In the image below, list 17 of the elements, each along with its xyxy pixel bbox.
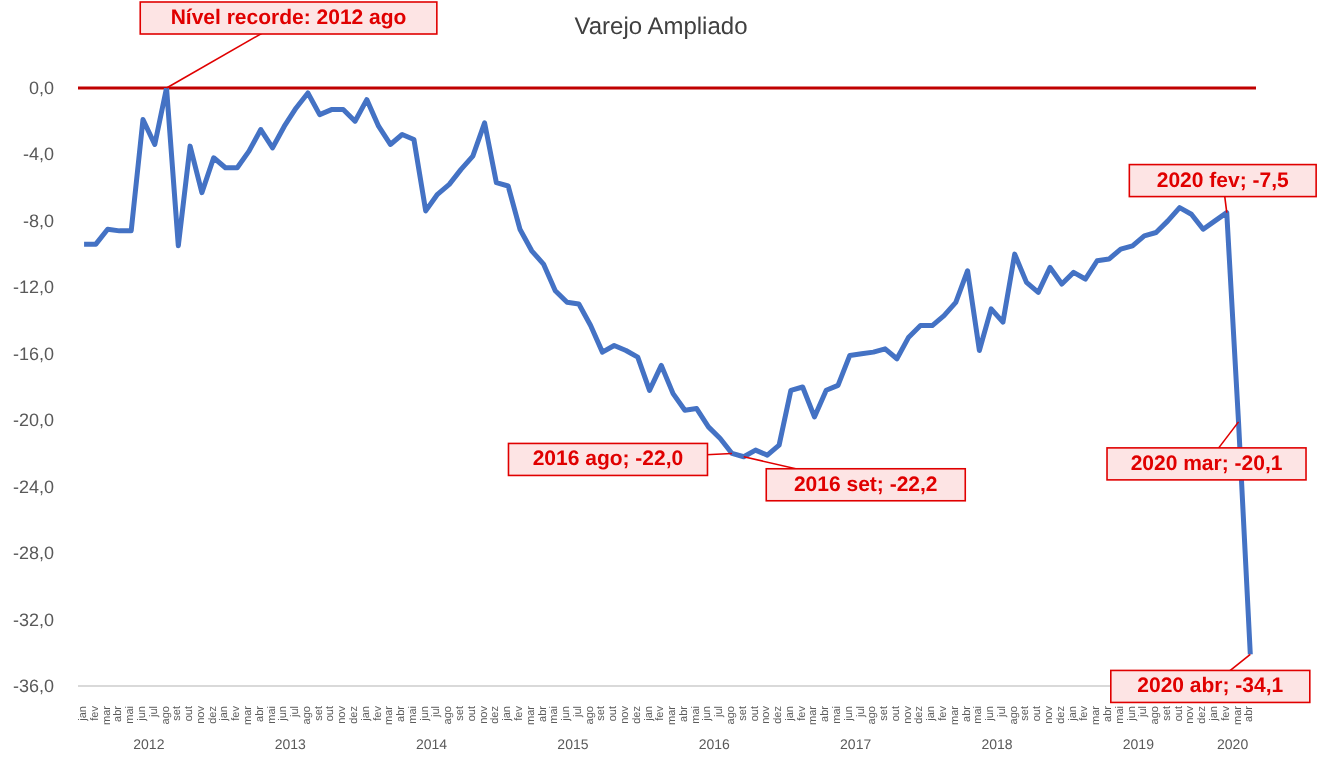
y-tick-label: -4,0 xyxy=(22,144,54,165)
y-tick-label: -36,0 xyxy=(12,676,54,696)
y-tick-label: -8,0 xyxy=(22,210,54,231)
y-tick-label: -12,0 xyxy=(12,277,54,298)
annotation: 2020 fev; -7,5 xyxy=(1156,168,1290,193)
y-tick-label: -24,0 xyxy=(12,476,54,497)
annotation: 2016 set; -22,2 xyxy=(793,472,938,497)
annotation: 2020 abr; -34,1 xyxy=(1137,674,1284,699)
chart-title: Varejo Ampliado xyxy=(574,12,748,40)
y-tick-label: -32,0 xyxy=(12,609,54,630)
annotation: 2016 ago; -22,0 xyxy=(532,447,684,472)
y-tick-label: 0,0 xyxy=(28,78,54,98)
y-tick-label: -28,0 xyxy=(12,543,54,564)
annotation: 2020 mar; -20,1 xyxy=(1130,451,1283,476)
annotation: Nível recorde: 2012 ago xyxy=(170,6,407,30)
y-tick-label: -20,0 xyxy=(12,410,54,431)
y-tick-label: -16,0 xyxy=(12,343,54,364)
